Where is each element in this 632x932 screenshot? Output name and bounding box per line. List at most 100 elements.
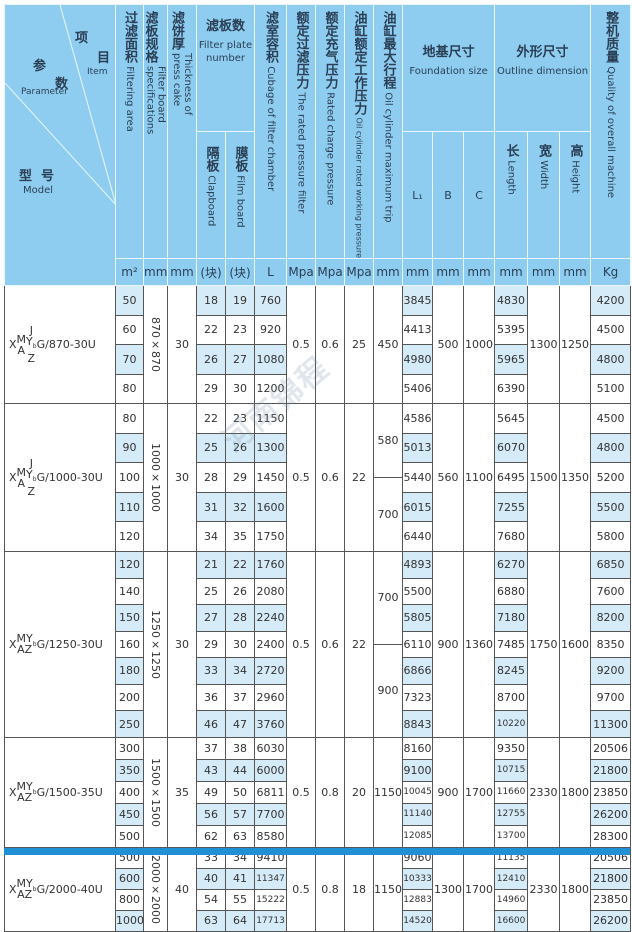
l1-cell: 4980: [402, 344, 434, 375]
length-cell: 5645: [494, 403, 529, 434]
model-suffix: G/2000-40U: [36, 882, 103, 896]
length-cell: 6270: [494, 551, 529, 579]
working-cell: 20: [344, 736, 375, 848]
pressure-cell: 0.5: [286, 285, 317, 405]
film-cell: 64: [224, 909, 256, 932]
chamber-cell: 1760: [254, 551, 288, 579]
pressure-cell: 0.5: [286, 551, 317, 738]
area-cell: 120: [115, 521, 144, 553]
b-header: B: [432, 131, 465, 260]
param-cn-2: 数: [55, 77, 69, 92]
model-letter: J: [29, 324, 33, 338]
table-row: 450 56 57 7700 11140 12755 26200: [5, 802, 632, 826]
stroke-value: 580: [377, 434, 399, 448]
table-row: X MY AZ b G/1250-30U 120 1250×1250 30 21 22 1760 0.…: [4, 551, 632, 738]
model-letter: A: [17, 343, 26, 357]
chamber-cell: 17713: [254, 909, 288, 932]
chamber-cell: 2080: [254, 577, 288, 606]
area-cell: 90: [115, 432, 144, 464]
model-prefix: X: [9, 338, 17, 352]
film-cell: 26: [224, 432, 256, 464]
weight-cell: 21800: [590, 867, 632, 890]
clapboard-cell: 22: [196, 403, 226, 434]
weight-header: 整机质量 Quality of overall machine: [590, 3, 632, 260]
chamber-cell: 6811: [254, 780, 288, 804]
length-cell: 6070: [494, 432, 529, 464]
spec-cell: 870×870: [143, 285, 168, 405]
spec-value: 870×870: [149, 317, 162, 373]
table-row: 70 26 27 1080 4980 5965 4800: [5, 344, 632, 375]
length-cell: 4830: [494, 285, 529, 316]
chamber-cell: 11347: [254, 867, 288, 890]
area-cell: 500: [115, 824, 144, 848]
weight-cell: 5100: [590, 373, 632, 405]
unit-pressure: Mpa: [286, 258, 317, 287]
unit-weight: Kg: [590, 258, 632, 287]
height-cell: 1800: [559, 846, 592, 932]
chamber-header: 滤室容积 Cubage of filter chamber: [254, 3, 288, 260]
clapboard-cell: 29: [196, 630, 226, 659]
spec-cell: 1500×1500: [143, 736, 168, 848]
clapboard-cell: 54: [196, 888, 226, 911]
clapboard-cell: 34: [196, 521, 226, 553]
table-row: 120 34 35 1750 6440 7680 5800: [5, 521, 632, 553]
length-cell: 5965: [494, 344, 529, 375]
model-letter: Yb: [26, 468, 37, 484]
l1-cell: 3845: [402, 285, 434, 316]
chamber-cell: 920: [254, 314, 288, 346]
table-row: 400 49 50 6811 10045 11660 23850: [5, 780, 632, 804]
clapboard-cell: 62: [196, 824, 226, 848]
working-cell: 22: [344, 403, 375, 553]
area-cell: 120: [115, 551, 144, 579]
spec-value: 2000×2000: [149, 854, 162, 924]
l1-cell: 10333: [402, 867, 434, 890]
clapboard-cell: 25: [196, 577, 226, 606]
charge-cell: 0.8: [315, 846, 346, 932]
l1-cell: 5500: [402, 577, 434, 606]
length-cell: 5395: [494, 314, 529, 346]
stroke-cell: 580 700: [373, 403, 404, 553]
stroke-cell: 700 900: [373, 551, 404, 738]
length-cell: 16600: [494, 909, 529, 932]
c-header: C: [463, 131, 496, 260]
area-cell: 400: [115, 780, 144, 804]
table-row: X M A J Yb Z G/870-30U 50 870×870 30 18 19 760 0.5 0.6…: [4, 285, 632, 405]
l1-cell: 4586: [402, 403, 434, 434]
area-cell: 180: [115, 657, 144, 685]
charge-header: 额定充气压力 Rated charge pressure: [315, 3, 346, 260]
area-cell: 350: [115, 758, 144, 782]
table-row: X MY AZ b G/1500-35U 300 1500×1500 35 37 38 6030 0.…: [4, 736, 632, 848]
film-cell: 44: [224, 758, 256, 782]
clapboard-cell: 25: [196, 432, 226, 464]
spec-cell: 1250×1250: [143, 551, 168, 738]
unit-charge: Mpa: [315, 258, 346, 287]
cake-cell: 30: [167, 403, 197, 553]
chamber-cell: 6030: [254, 736, 288, 760]
chamber-cell: 1150: [254, 403, 288, 434]
area-cell: 60: [115, 314, 144, 346]
weight-cell: 20506: [590, 736, 632, 760]
model-letter: AZ: [17, 791, 33, 805]
width-cell: 2330: [527, 736, 561, 848]
model-cn: 型 号: [19, 169, 55, 184]
model-suffix: G/1000-30U: [36, 471, 103, 485]
c-cell: 1000: [463, 285, 496, 405]
unit-chamber: L: [254, 258, 288, 287]
spec-cell: 2000×2000: [143, 846, 168, 932]
weight-cell: 28300: [590, 824, 632, 848]
model-name: X MY AZ b G/1500-35U: [4, 736, 116, 848]
stroke-cell: 450: [373, 285, 404, 405]
film-cell: 37: [224, 683, 256, 712]
l1-cell: 6015: [402, 491, 434, 523]
table-row: 200 36 37 2960 7323 8700 9700: [5, 683, 632, 712]
charge-cell: 0.6: [315, 403, 346, 553]
stroke-cell: 1150: [373, 736, 404, 848]
c-cell: 1360: [463, 551, 496, 738]
diagonal-lines: [5, 5, 116, 205]
model-mark: b: [32, 788, 37, 796]
length-cell: 10715: [494, 758, 529, 782]
clapboard-cell: 26: [196, 344, 226, 375]
area-cell: 100: [115, 462, 144, 493]
stroke-value: 700: [374, 477, 402, 551]
pressure-cell: 0.5: [286, 736, 317, 848]
